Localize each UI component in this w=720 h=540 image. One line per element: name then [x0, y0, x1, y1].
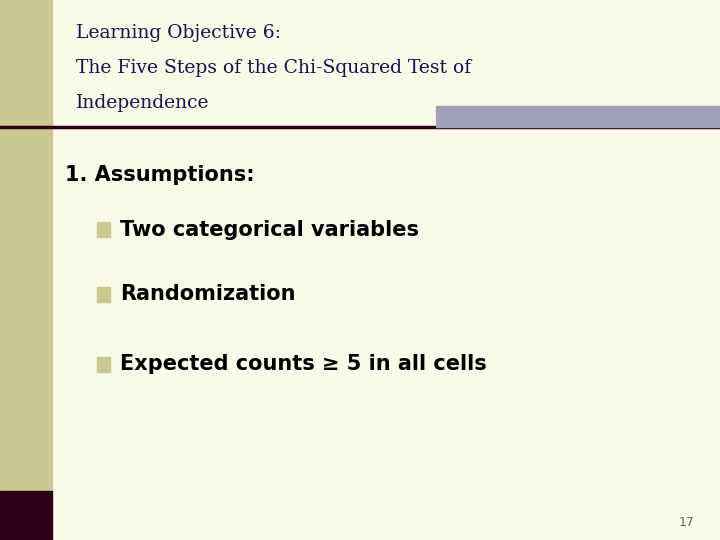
Text: The Five Steps of the Chi-Squared Test of: The Five Steps of the Chi-Squared Test o…: [76, 59, 471, 77]
Text: 17: 17: [679, 516, 695, 529]
Bar: [436, 106, 720, 127]
Bar: [97, 287, 110, 302]
Text: Independence: Independence: [76, 94, 209, 112]
Bar: [97, 222, 110, 237]
Text: Two categorical variables: Two categorical variables: [120, 219, 419, 240]
Bar: [0, 0, 52, 491]
Text: Learning Objective 6:: Learning Objective 6:: [76, 24, 281, 42]
Bar: [0, 491, 52, 540]
Text: Expected counts ≥ 5 in all cells: Expected counts ≥ 5 in all cells: [120, 354, 487, 375]
Text: Randomization: Randomization: [120, 284, 296, 305]
Bar: [97, 357, 110, 372]
Text: 1. Assumptions:: 1. Assumptions:: [65, 165, 254, 185]
